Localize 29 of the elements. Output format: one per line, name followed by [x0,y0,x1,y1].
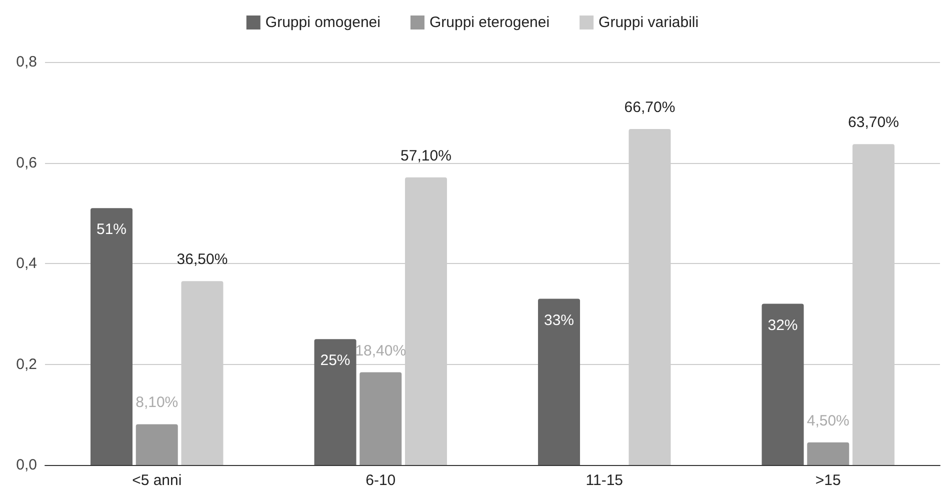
x-tick-label: <5 anni [132,472,182,489]
y-tick-label: 0,0 [16,456,37,474]
data-label: 36,50% [176,251,228,268]
y-tick-label: 0,6 [16,154,37,172]
data-label: 66,70% [624,99,676,116]
bar [360,372,402,465]
data-label: 25% [320,352,350,370]
y-tick-label: 0,8 [16,54,37,70]
x-tick-label: >15 [815,472,841,489]
data-label: 57,10% [400,147,452,164]
data-label: 63,70% [848,114,899,132]
data-label: 8,10% [136,394,178,412]
data-label: 33% [544,312,574,329]
legend-label: Gruppi omogenei [265,14,380,31]
legend-label: Gruppi variabili [598,14,699,31]
y-tick-label: 0,4 [16,255,37,272]
x-tick-label: 6-10 [366,472,396,489]
bar [314,339,356,465]
data-label: 4,50% [806,412,850,430]
x-tick-label: 11-15 [586,472,624,489]
bar [538,298,580,465]
bar [807,442,850,465]
bar [136,424,178,465]
data-label: 51% [96,221,127,238]
y-tick-label: 0,2 [16,356,37,373]
data-label: 32% [768,316,798,334]
bar [90,208,133,465]
legend-label: Gruppi eterogenei [429,14,550,31]
bar [762,304,804,465]
